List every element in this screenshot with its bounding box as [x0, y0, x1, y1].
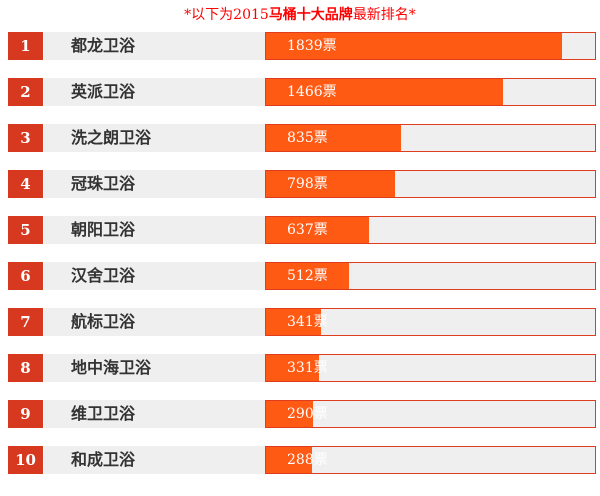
ranking-row: 8 地中海卫浴 331票 — [8, 354, 596, 382]
ranking-row: 5 朝阳卫浴 637票 — [8, 216, 596, 244]
vote-bar: 290票 — [265, 400, 596, 428]
vote-count: 1839票 — [287, 38, 337, 54]
ranking-title: *以下为2015马桶十大品牌最新排名* — [0, 6, 600, 24]
vote-bar-fill — [266, 125, 401, 151]
vote-bar-fill — [266, 217, 369, 243]
brand-name[interactable]: 朝阳卫浴 — [44, 216, 265, 244]
vote-bar-fill — [266, 355, 320, 381]
vote-bar: 798票 — [265, 170, 596, 198]
rank-badge: 9 — [8, 400, 43, 428]
ranking-row: 1 都龙卫浴 1839票 — [8, 32, 596, 60]
rank-badge: 5 — [8, 216, 43, 244]
vote-count: 798票 — [287, 176, 328, 192]
rank-badge: 3 — [8, 124, 43, 152]
vote-count: 290票 — [287, 406, 328, 422]
ranking-row: 3 洗之朗卫浴 835票 — [8, 124, 596, 152]
title-suffix: 最新排名* — [352, 7, 416, 23]
vote-bar-fill — [266, 79, 503, 105]
rank-badge: 6 — [8, 262, 43, 290]
vote-count: 637票 — [287, 222, 328, 238]
vote-bar-fill — [266, 33, 563, 59]
vote-bar: 331票 — [265, 354, 596, 382]
vote-bar: 1466票 — [265, 78, 596, 106]
vote-bar: 341票 — [265, 308, 596, 336]
vote-bar-fill — [266, 447, 313, 473]
vote-bar: 835票 — [265, 124, 596, 152]
brand-name[interactable]: 都龙卫浴 — [44, 32, 265, 60]
rank-badge: 8 — [8, 354, 43, 382]
brand-name[interactable]: 英派卫浴 — [44, 78, 265, 106]
ranking-row: 2 英派卫浴 1466票 — [8, 78, 596, 106]
title-prefix: *以下为2015 — [184, 7, 269, 23]
vote-bar-fill — [266, 309, 321, 335]
ranking-row: 10 和成卫浴 288票 — [8, 446, 596, 474]
vote-bar: 512票 — [265, 262, 596, 290]
vote-bar: 637票 — [265, 216, 596, 244]
rank-badge: 10 — [8, 446, 43, 474]
vote-count: 331票 — [287, 360, 328, 376]
ranking-row: 4 冠珠卫浴 798票 — [8, 170, 596, 198]
rank-badge: 1 — [8, 32, 43, 60]
vote-count: 512票 — [287, 268, 328, 284]
vote-bar-fill — [266, 401, 313, 427]
rank-badge: 4 — [8, 170, 43, 198]
brand-name[interactable]: 冠珠卫浴 — [44, 170, 265, 198]
ranking-row: 7 航标卫浴 341票 — [8, 308, 596, 336]
vote-count: 341票 — [287, 314, 328, 330]
rank-badge: 2 — [8, 78, 43, 106]
brand-name[interactable]: 汉舍卫浴 — [44, 262, 265, 290]
vote-bar: 288票 — [265, 446, 596, 474]
brand-name[interactable]: 维卫卫浴 — [44, 400, 265, 428]
vote-bar-fill — [266, 171, 395, 197]
brand-name[interactable]: 地中海卫浴 — [44, 354, 265, 382]
rank-badge: 7 — [8, 308, 43, 336]
vote-count: 835票 — [287, 130, 328, 146]
brand-name[interactable]: 和成卫浴 — [44, 446, 265, 474]
brand-name[interactable]: 航标卫浴 — [44, 308, 265, 336]
vote-count: 288票 — [287, 452, 328, 468]
vote-bar-fill — [266, 263, 349, 289]
ranking-row: 6 汉舍卫浴 512票 — [8, 262, 596, 290]
vote-count: 1466票 — [287, 84, 337, 100]
brand-name[interactable]: 洗之朗卫浴 — [44, 124, 265, 152]
ranking-row: 9 维卫卫浴 290票 — [8, 400, 596, 428]
vote-bar: 1839票 — [265, 32, 596, 60]
title-highlight: 马桶十大品牌 — [268, 7, 353, 23]
